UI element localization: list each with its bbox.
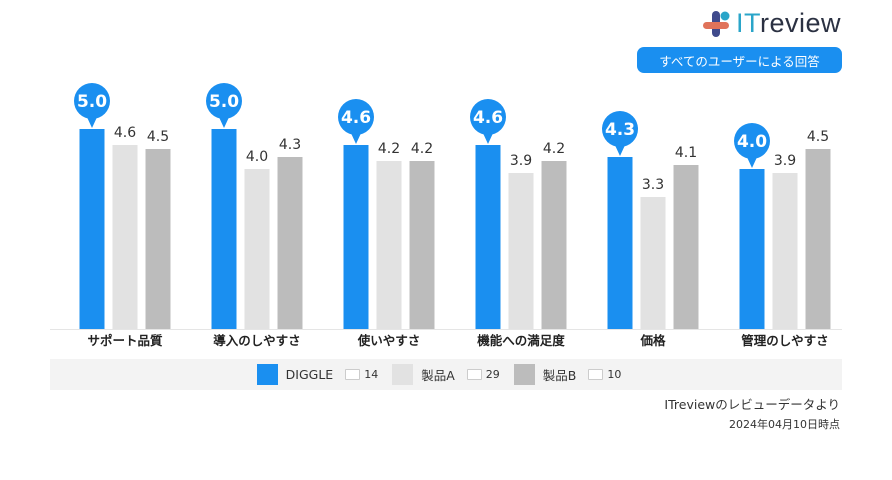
data-label: 4.1 — [675, 145, 697, 161]
itreview-logo: ITreview — [702, 8, 841, 39]
review-count: 14 — [364, 368, 379, 381]
legend-item: DIGGLE 14 — [256, 364, 379, 385]
bar — [376, 161, 402, 329]
data-label: 5.0 — [209, 92, 239, 112]
data-label: 3.9 — [774, 153, 796, 169]
bar — [541, 161, 567, 329]
bar — [508, 173, 534, 329]
bar — [607, 157, 633, 329]
review-count: 29 — [485, 368, 500, 381]
value-bubble — [74, 83, 110, 119]
bar — [772, 173, 798, 329]
bar — [79, 129, 105, 329]
data-label: 5.0 — [77, 92, 107, 112]
legend-swatch — [513, 364, 535, 385]
logo-text: ITreview — [736, 8, 842, 38]
bar — [277, 157, 303, 329]
bar — [409, 161, 435, 329]
source-note: ITreviewのレビューデータより — [664, 397, 840, 412]
bar — [343, 145, 369, 329]
data-label: 3.3 — [642, 177, 664, 193]
bar — [673, 165, 699, 329]
legend-label: 製品B — [542, 368, 577, 383]
data-label: 4.2 — [378, 141, 400, 157]
data-label: 4.0 — [737, 132, 767, 152]
bar — [640, 197, 666, 329]
date-note: 2024年04月10日時点 — [729, 418, 840, 431]
legend: DIGGLE 14 製品A 29 製品B 10 — [50, 359, 842, 390]
data-label: 4.6 — [114, 125, 136, 141]
bar — [145, 149, 171, 329]
category-label: 価格 — [639, 333, 666, 348]
bar — [112, 145, 138, 329]
data-label: 3.9 — [510, 153, 532, 169]
data-label: 4.3 — [279, 137, 301, 153]
data-label: 4.6 — [341, 108, 371, 128]
review-count: 10 — [607, 368, 622, 381]
bar-chart: 5.0 4.6 4.5 サポート品質 5.0 4.0 4.3 導入のしやすさ 4.6 4.2 4.2… — [50, 83, 842, 348]
value-bubble — [206, 83, 242, 119]
category-label: 使いやすさ — [357, 333, 421, 348]
legend-item: 製品A 29 — [392, 364, 500, 385]
data-label: 4.0 — [246, 149, 268, 165]
value-bubble — [734, 123, 770, 159]
data-label: 4.2 — [411, 141, 433, 157]
legend-item: 製品B 10 — [513, 364, 622, 385]
data-label: 4.5 — [807, 129, 829, 145]
legend-swatch — [256, 364, 278, 385]
bar — [739, 169, 765, 329]
value-bubble — [470, 99, 506, 135]
legend-swatch — [392, 364, 414, 385]
category-label: 導入のしやすさ — [213, 333, 300, 348]
data-label: 4.3 — [605, 120, 635, 140]
value-bubble — [602, 111, 638, 147]
bar — [244, 169, 270, 329]
comment-icon — [588, 369, 604, 380]
data-label: 4.6 — [473, 108, 503, 128]
category-label: サポート品質 — [87, 333, 163, 348]
legend-label: DIGGLE — [285, 367, 334, 382]
bar — [805, 149, 831, 329]
legend-label: 製品A — [421, 368, 455, 383]
data-label: 4.5 — [147, 129, 169, 145]
value-bubble — [338, 99, 374, 135]
comment-icon — [466, 369, 482, 380]
bar — [475, 145, 501, 329]
comment-icon — [345, 369, 361, 380]
category-label: 機能への満足度 — [477, 333, 565, 348]
data-label: 4.2 — [543, 141, 565, 157]
category-label: 管理のしやすさ — [741, 333, 828, 348]
bar — [211, 129, 237, 329]
all-users-badge: すべてのユーザーによる回答 — [637, 47, 842, 73]
logo-mark-icon — [703, 10, 730, 37]
